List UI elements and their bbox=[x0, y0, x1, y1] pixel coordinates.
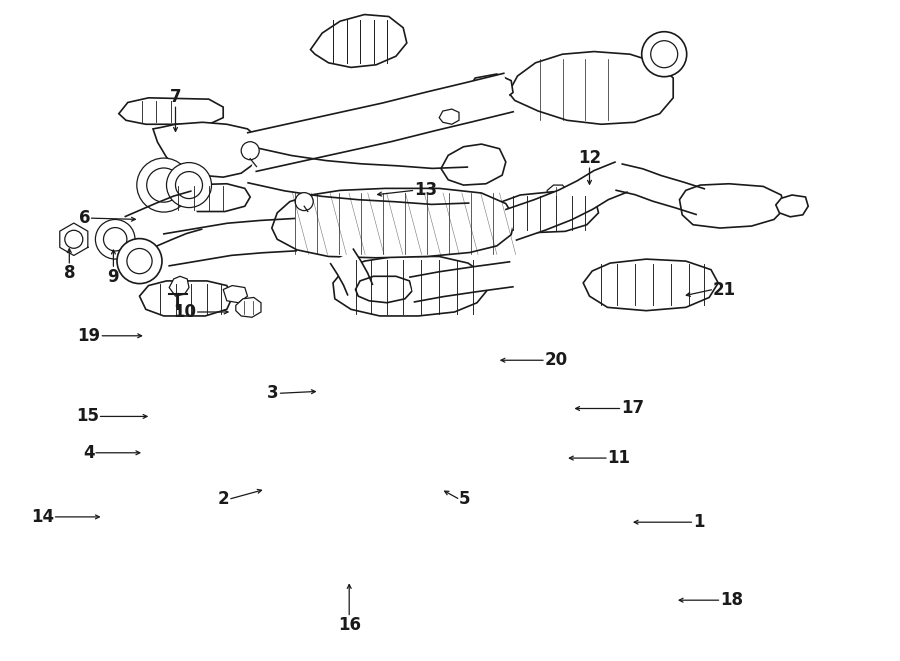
Polygon shape bbox=[248, 73, 513, 171]
Text: 17: 17 bbox=[621, 399, 644, 418]
Polygon shape bbox=[583, 259, 718, 311]
Polygon shape bbox=[272, 188, 515, 258]
Text: 14: 14 bbox=[31, 508, 54, 526]
Text: 8: 8 bbox=[64, 264, 75, 282]
Polygon shape bbox=[59, 223, 88, 256]
Circle shape bbox=[295, 192, 313, 211]
Text: 4: 4 bbox=[83, 444, 94, 462]
Text: 7: 7 bbox=[170, 88, 181, 106]
Polygon shape bbox=[169, 276, 189, 296]
Polygon shape bbox=[616, 164, 705, 214]
Text: 1: 1 bbox=[693, 513, 705, 531]
Polygon shape bbox=[310, 15, 407, 67]
Text: 13: 13 bbox=[414, 181, 437, 200]
Circle shape bbox=[127, 249, 152, 274]
Circle shape bbox=[65, 230, 83, 249]
Text: 10: 10 bbox=[173, 303, 196, 321]
Text: 19: 19 bbox=[77, 327, 101, 345]
Polygon shape bbox=[125, 191, 202, 253]
Polygon shape bbox=[248, 147, 469, 204]
Polygon shape bbox=[155, 184, 250, 212]
Text: 6: 6 bbox=[78, 209, 90, 227]
Polygon shape bbox=[333, 256, 488, 316]
Text: 2: 2 bbox=[218, 490, 230, 508]
Text: 5: 5 bbox=[459, 490, 471, 508]
Text: 15: 15 bbox=[76, 407, 99, 426]
Polygon shape bbox=[236, 297, 261, 317]
Text: 3: 3 bbox=[267, 384, 279, 403]
Circle shape bbox=[117, 239, 162, 284]
Polygon shape bbox=[119, 98, 223, 124]
Circle shape bbox=[137, 158, 191, 212]
Text: 21: 21 bbox=[713, 280, 736, 299]
Circle shape bbox=[642, 32, 687, 77]
Polygon shape bbox=[776, 195, 808, 217]
Text: 11: 11 bbox=[608, 449, 631, 467]
Polygon shape bbox=[356, 276, 412, 303]
Polygon shape bbox=[164, 219, 296, 266]
Polygon shape bbox=[468, 74, 513, 102]
Circle shape bbox=[95, 219, 135, 259]
Polygon shape bbox=[223, 286, 248, 303]
Polygon shape bbox=[140, 281, 232, 316]
Polygon shape bbox=[547, 185, 567, 200]
Circle shape bbox=[176, 172, 202, 198]
Polygon shape bbox=[680, 184, 785, 228]
Circle shape bbox=[241, 141, 259, 160]
Text: 16: 16 bbox=[338, 616, 361, 634]
Circle shape bbox=[651, 41, 678, 67]
Text: 9: 9 bbox=[108, 268, 119, 286]
Text: 18: 18 bbox=[720, 591, 743, 609]
Polygon shape bbox=[439, 109, 459, 124]
Text: 20: 20 bbox=[544, 351, 568, 369]
Polygon shape bbox=[410, 262, 513, 302]
Polygon shape bbox=[506, 162, 627, 240]
Polygon shape bbox=[493, 192, 598, 233]
Polygon shape bbox=[508, 52, 673, 124]
Circle shape bbox=[104, 227, 127, 251]
Text: 12: 12 bbox=[578, 149, 601, 167]
Polygon shape bbox=[153, 122, 261, 177]
Circle shape bbox=[147, 168, 181, 202]
Circle shape bbox=[166, 163, 212, 208]
Polygon shape bbox=[441, 144, 506, 185]
Polygon shape bbox=[330, 249, 373, 295]
